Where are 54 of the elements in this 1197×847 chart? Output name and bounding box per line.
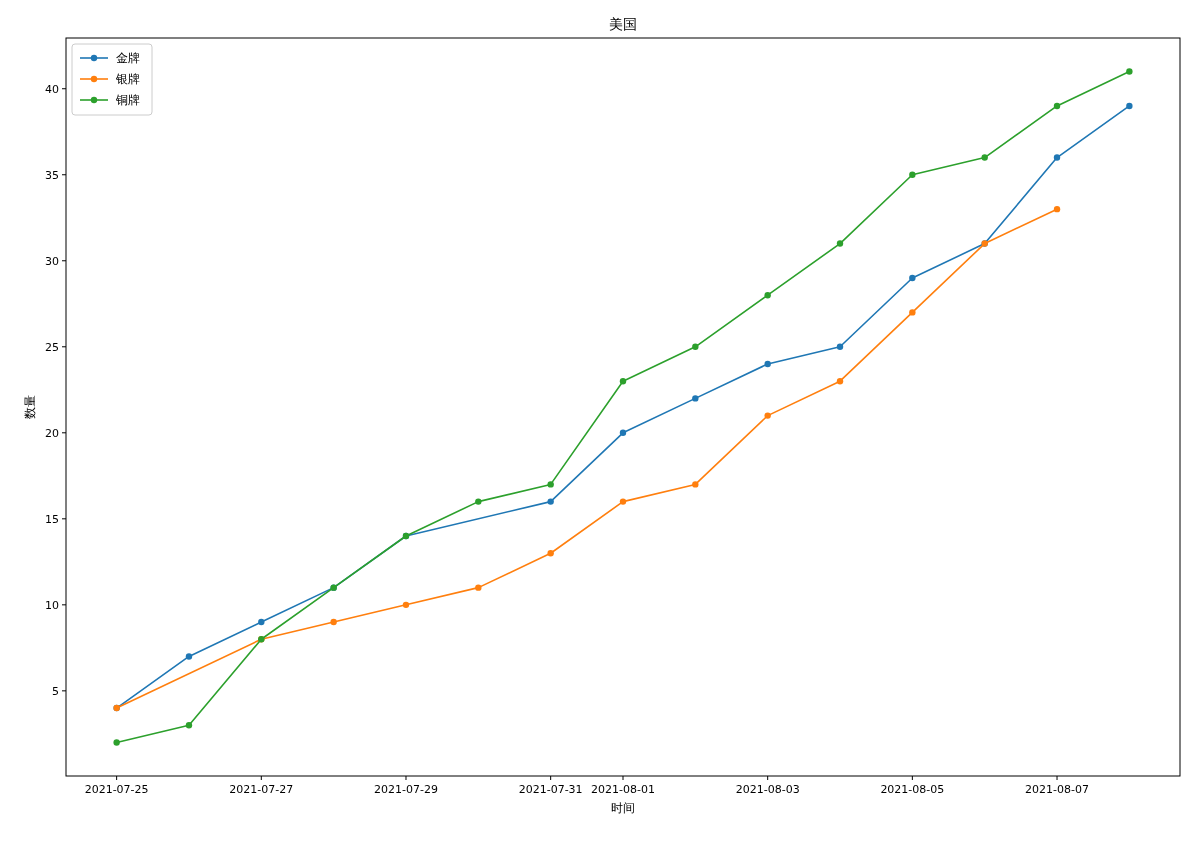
point <box>1126 102 1133 110</box>
point <box>547 550 554 557</box>
y-axis-title: 数量 <box>23 395 37 419</box>
point <box>1053 205 1061 213</box>
legend-label: 铜牌 <box>115 93 140 107</box>
y-tick-label: 5 <box>52 684 59 698</box>
point <box>1053 102 1061 110</box>
x-tick-label: 2021-08-05 <box>880 783 945 796</box>
y-tick-label: 20 <box>45 426 59 440</box>
point <box>764 291 771 299</box>
point <box>909 171 916 178</box>
point <box>330 618 337 626</box>
x-tick-label: 2021-07-31 <box>518 783 583 796</box>
point <box>692 481 699 488</box>
x-tick-label: 2021-08-03 <box>735 783 800 796</box>
y-tick-label: 25 <box>45 340 59 354</box>
y-tick-label: 10 <box>45 598 59 612</box>
chart-title: 美国 <box>609 16 637 32</box>
x-axis-title: 时间 <box>611 801 635 815</box>
point <box>909 309 916 316</box>
point <box>619 378 627 385</box>
y-tick-label: 30 <box>45 254 59 268</box>
y-tick-label: 15 <box>45 512 59 526</box>
x-tick-label: 2021-07-25 <box>84 783 149 796</box>
point <box>547 481 554 488</box>
y-tick-label: 35 <box>45 168 59 182</box>
point <box>836 343 844 350</box>
point <box>619 429 627 436</box>
point <box>475 498 482 505</box>
point <box>909 274 916 282</box>
point <box>185 722 193 729</box>
x-tick-label: 2021-08-07 <box>1025 783 1089 796</box>
x-tick-label: 2021-07-29 <box>374 783 438 796</box>
point <box>692 395 699 402</box>
point <box>692 343 699 350</box>
x-tick-label: 2021-08-01 <box>591 783 655 796</box>
point <box>113 739 120 746</box>
legend-label: 金牌 <box>116 51 140 65</box>
point <box>836 240 844 247</box>
point <box>185 653 193 660</box>
legend-label: 银牌 <box>115 72 140 86</box>
x-tick-label: 2021-07-27 <box>229 783 294 796</box>
point <box>764 360 771 368</box>
point <box>547 498 554 505</box>
point <box>981 154 988 161</box>
point <box>836 378 844 385</box>
point <box>619 498 627 505</box>
point <box>1053 154 1061 161</box>
point <box>475 584 482 591</box>
point <box>1126 68 1133 75</box>
point <box>764 412 771 419</box>
point <box>258 618 265 626</box>
point <box>402 601 410 609</box>
y-tick-label: 40 <box>45 82 59 96</box>
